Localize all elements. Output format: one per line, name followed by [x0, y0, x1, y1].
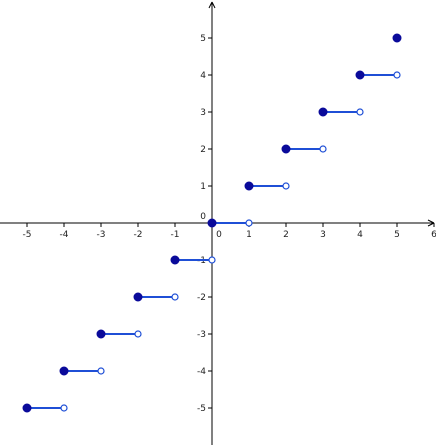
y-tick-label: 4 [200, 71, 206, 81]
y-tick-label: -5 [197, 404, 206, 414]
closed-endpoint [281, 144, 291, 154]
x-tick-label: 1 [246, 230, 252, 240]
open-endpoint [208, 256, 216, 264]
closed-endpoint [392, 33, 402, 43]
open-endpoint [171, 293, 179, 301]
x-tick-label: -3 [97, 230, 106, 240]
closed-endpoint [133, 292, 143, 302]
x-tick-label: 2 [283, 230, 289, 240]
step-segments [27, 74, 397, 409]
x-tick-label: 4 [357, 230, 363, 240]
x-tick-label: -1 [171, 230, 180, 240]
closed-endpoint [22, 403, 32, 413]
x-origin-label: 0 [216, 230, 222, 240]
x-tick-label: -4 [60, 230, 69, 240]
open-endpoint [282, 182, 290, 190]
y-tick-label: -2 [197, 293, 206, 303]
open-endpoint [97, 367, 105, 375]
closed-endpoint [318, 107, 328, 117]
closed-endpoint [170, 255, 180, 265]
x-tick-label: -2 [134, 230, 143, 240]
step-endpoints [22, 33, 402, 413]
open-endpoint [356, 108, 364, 116]
open-endpoint [60, 404, 68, 412]
open-endpoint [134, 330, 142, 338]
closed-endpoint [244, 181, 254, 191]
y-tick-label: -4 [197, 367, 206, 377]
y-tick-label: 3 [200, 108, 206, 118]
y-tick-label: 5 [200, 34, 206, 44]
closed-endpoint [207, 218, 217, 228]
y-tick-label: -3 [197, 330, 206, 340]
closed-endpoint [355, 70, 365, 80]
x-tick-label: 3 [320, 230, 326, 240]
y-tick-label: 1 [200, 182, 206, 192]
x-tick-label: 5 [394, 230, 400, 240]
open-endpoint [393, 71, 401, 79]
x-tick-label: 6 [431, 230, 436, 240]
x-axis-arrow-icon [427, 219, 435, 227]
closed-endpoint [59, 366, 69, 376]
open-endpoint [245, 219, 253, 227]
y-origin-label: 0 [200, 212, 206, 222]
x-tick-label: -5 [23, 230, 32, 240]
closed-endpoint [96, 329, 106, 339]
open-endpoint [319, 145, 327, 153]
y-tick-label: 2 [200, 145, 206, 155]
y-axis-arrow-icon [208, 1, 216, 9]
